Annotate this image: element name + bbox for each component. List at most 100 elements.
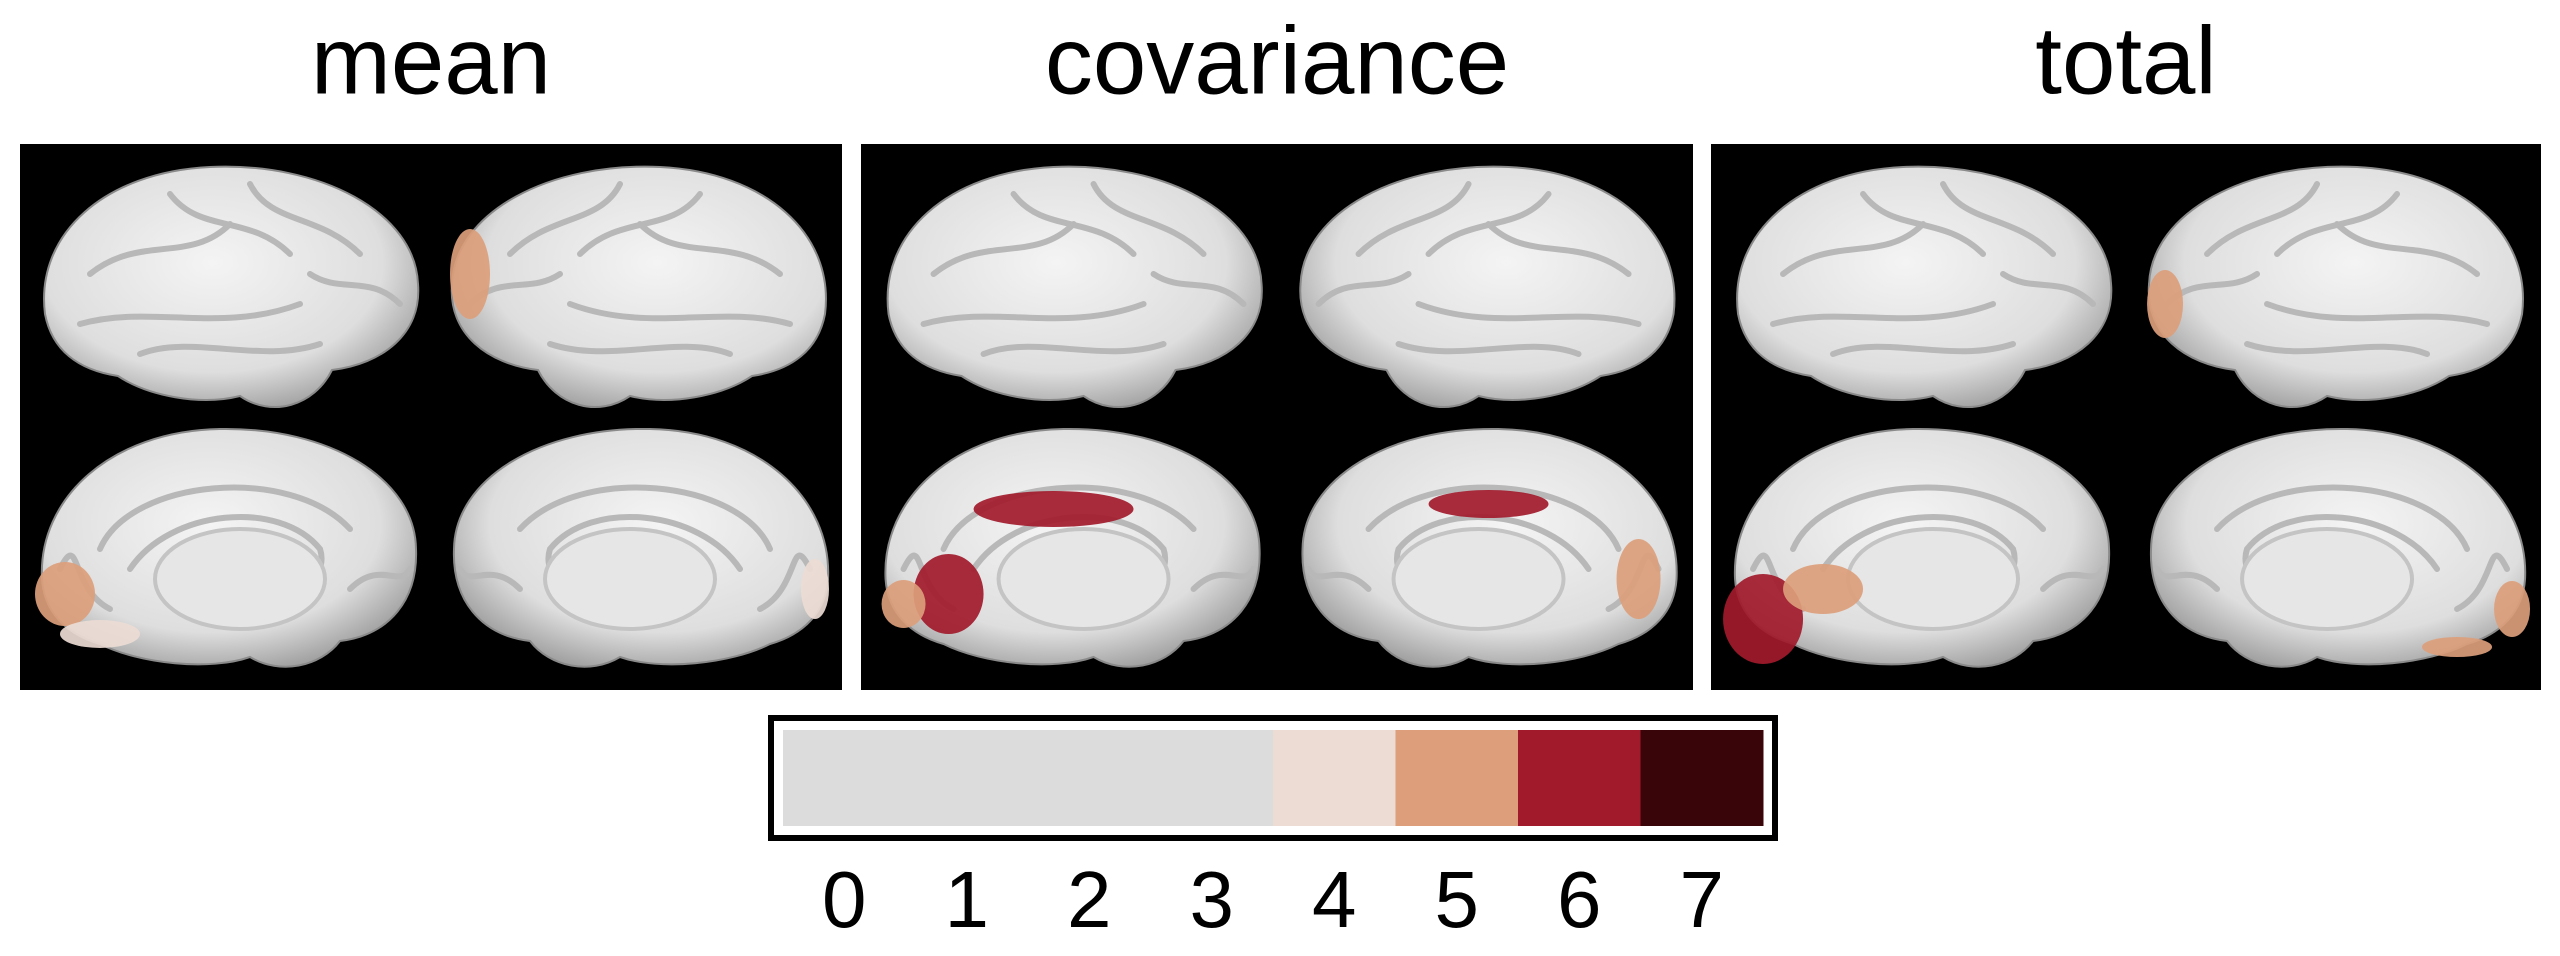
brain bbox=[2150, 427, 2531, 668]
brain-sulcus bbox=[247, 181, 363, 257]
brain-sulcus bbox=[980, 341, 1167, 357]
brain-sulcus bbox=[1190, 566, 1257, 592]
brain-medial-wall bbox=[1846, 527, 2021, 631]
colorbar-label: 1 bbox=[945, 855, 990, 944]
brain-sulcus bbox=[757, 552, 813, 612]
brain-region bbox=[1783, 564, 1864, 614]
brain bbox=[450, 165, 827, 409]
brain-sulcus bbox=[567, 301, 793, 327]
panel-title: mean bbox=[311, 7, 551, 114]
brain-medial-wall bbox=[2240, 527, 2415, 631]
colorbar-segment bbox=[783, 730, 906, 826]
brain-sulcus bbox=[637, 221, 783, 277]
colorbar-label: 5 bbox=[1435, 855, 1480, 944]
brain-sulcus bbox=[517, 484, 773, 552]
brain-sulcus bbox=[2214, 484, 2471, 552]
brain-sulcus bbox=[1355, 181, 1472, 257]
colorbar-segment bbox=[1640, 730, 1764, 826]
colorbar-segment bbox=[1273, 730, 1396, 826]
brain-sulcus bbox=[1425, 191, 1552, 257]
brain-sulcus bbox=[2000, 271, 2097, 307]
colorbar-label: 7 bbox=[1680, 855, 1725, 944]
colorbar-segment bbox=[1028, 730, 1151, 826]
brain-sulcus bbox=[2204, 181, 2321, 257]
panel-title: covariance bbox=[1045, 7, 1509, 114]
brain-sulcus bbox=[77, 301, 303, 327]
colorbar-label: 0 bbox=[822, 855, 867, 944]
brain-sulcus bbox=[1780, 221, 1927, 277]
brain-region bbox=[60, 620, 140, 648]
brain bbox=[1723, 427, 2111, 668]
brain bbox=[1736, 165, 2113, 409]
brain bbox=[881, 427, 1261, 668]
brain-sulcus bbox=[307, 271, 403, 307]
colorbar-label: 4 bbox=[1312, 855, 1357, 944]
brain-sulcus bbox=[507, 181, 623, 257]
brain bbox=[886, 165, 1263, 409]
brain-sulcus bbox=[2264, 301, 2491, 327]
colorbar-label: 6 bbox=[1557, 855, 1602, 944]
brain-medial-wall bbox=[153, 527, 327, 631]
brain bbox=[1299, 165, 1676, 409]
brain-sulcus bbox=[1365, 484, 1622, 552]
brain-sulcus bbox=[347, 566, 413, 592]
brain-region bbox=[2422, 637, 2493, 657]
brain-sulcus bbox=[1395, 341, 1582, 357]
brain-sulcus bbox=[457, 566, 523, 592]
brain bbox=[2147, 165, 2524, 409]
brain-sulcus bbox=[2244, 341, 2431, 357]
brain-region bbox=[2494, 581, 2531, 637]
brain-sulcus bbox=[1305, 566, 1372, 592]
brain-sulcus bbox=[2334, 221, 2481, 277]
brain-sulcus bbox=[1940, 181, 2057, 257]
brain bbox=[1301, 427, 1678, 668]
brain-medial-wall bbox=[543, 527, 717, 631]
brain-sulcus bbox=[547, 341, 733, 357]
brain-region bbox=[35, 562, 95, 626]
brain-sulcus bbox=[1150, 271, 1247, 307]
brain-region bbox=[973, 491, 1134, 527]
brain-sulcus bbox=[1315, 271, 1412, 307]
brain-sulcus bbox=[2454, 552, 2511, 612]
brain-sulcus bbox=[2154, 566, 2221, 592]
brain-region bbox=[913, 554, 984, 634]
colorbar-segment bbox=[1395, 730, 1519, 826]
brain-sulcus bbox=[930, 221, 1077, 277]
brain-sulcus bbox=[2274, 191, 2401, 257]
brain-sulcus bbox=[87, 221, 233, 277]
brain-sulcus bbox=[577, 191, 703, 257]
brain-region bbox=[1428, 490, 1549, 518]
brain-sulcus bbox=[1485, 221, 1632, 277]
brain-sulcus bbox=[1415, 301, 1642, 327]
brain bbox=[35, 427, 418, 668]
brain-sulcus bbox=[97, 484, 353, 552]
brain-sulcus bbox=[1790, 484, 2047, 552]
brain-sulcus bbox=[940, 484, 1197, 552]
brain-sulcus bbox=[2040, 566, 2107, 592]
brain bbox=[43, 165, 420, 409]
panel-title: total bbox=[2035, 7, 2216, 114]
brain-region bbox=[801, 559, 829, 619]
brain bbox=[452, 427, 830, 668]
brain-sulcus bbox=[1010, 191, 1137, 257]
brain-medial-wall bbox=[996, 527, 1171, 631]
brain-sulcus bbox=[137, 341, 323, 357]
brain-region bbox=[1723, 574, 1804, 664]
brain-sulcus bbox=[167, 191, 293, 257]
colorbar-label: 3 bbox=[1190, 855, 1235, 944]
brain-sulcus bbox=[1860, 191, 1987, 257]
brain-medial-wall bbox=[1391, 527, 1566, 631]
brain-region bbox=[2147, 270, 2184, 338]
brain-sulcus bbox=[1770, 301, 1997, 327]
brain-region bbox=[881, 580, 926, 628]
brain-region bbox=[1616, 539, 1661, 619]
colorbar-segment bbox=[1518, 730, 1641, 826]
colorbar-segment bbox=[1150, 730, 1274, 826]
colorbar-label: 2 bbox=[1067, 855, 1112, 944]
colorbar-segment bbox=[905, 730, 1029, 826]
brain-sulcus bbox=[920, 301, 1147, 327]
brain-region bbox=[450, 229, 490, 319]
brain-sulcus bbox=[1090, 181, 1207, 257]
